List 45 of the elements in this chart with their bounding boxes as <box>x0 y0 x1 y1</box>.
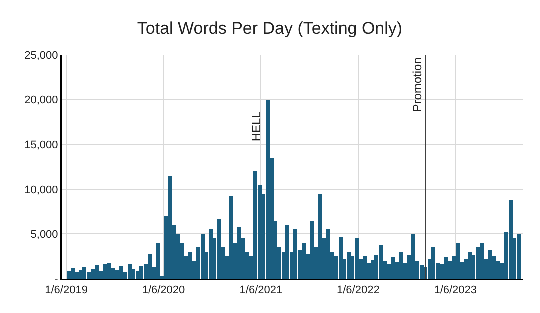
x-tick-label: 1/6/2023 <box>434 284 478 297</box>
bar <box>107 262 112 279</box>
ref-line-label: Promotion <box>410 58 424 112</box>
y-tick-label: 5,000 <box>30 229 58 242</box>
bar <box>237 227 242 279</box>
bar <box>318 194 322 279</box>
bar <box>399 252 404 279</box>
bar <box>444 258 448 279</box>
x-tick-label: 1/6/2019 <box>45 284 88 297</box>
bar <box>188 252 192 279</box>
bar <box>302 243 306 279</box>
bar <box>208 230 213 279</box>
y-tick-label: 10,000 <box>24 184 58 196</box>
bar <box>390 258 395 279</box>
bar <box>338 236 343 279</box>
bar <box>75 272 80 279</box>
bar <box>148 254 152 279</box>
bar <box>128 264 132 279</box>
bar <box>95 266 100 279</box>
y-tick-label: - <box>54 274 59 286</box>
bar <box>480 243 484 279</box>
bar <box>115 270 120 279</box>
bar <box>326 230 330 279</box>
chart-title: Total Words Per Day (Texting Only) <box>137 18 403 38</box>
bar <box>294 230 298 279</box>
x-tick-label: 1/6/2021 <box>240 284 283 297</box>
y-tick-label: 15,000 <box>24 139 58 152</box>
annotation: HELL <box>249 111 264 142</box>
bar <box>90 269 95 279</box>
y-tick-label: 25,000 <box>24 50 58 62</box>
bar <box>156 243 160 279</box>
x-tick-label: 1/6/2022 <box>336 284 380 297</box>
bar <box>310 220 314 279</box>
bar <box>363 256 368 279</box>
bar <box>346 252 351 279</box>
bar <box>456 243 460 279</box>
y-tick-label: 20,000 <box>24 94 58 107</box>
x-tick-label: 1/6/2020 <box>142 284 186 297</box>
bar <box>82 267 87 279</box>
bar <box>200 234 205 279</box>
bar <box>286 225 290 279</box>
bar <box>140 266 144 279</box>
bar <box>432 248 436 279</box>
bar <box>229 196 234 279</box>
bar <box>71 268 76 279</box>
